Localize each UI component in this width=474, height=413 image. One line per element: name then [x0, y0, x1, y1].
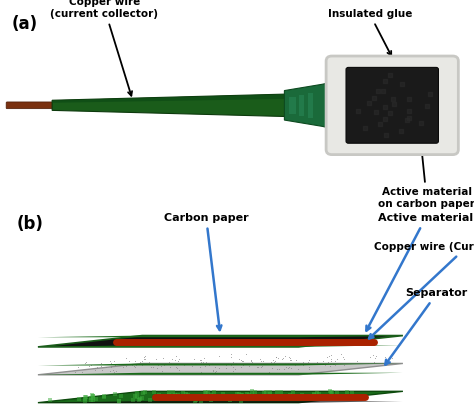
Polygon shape — [38, 345, 403, 347]
Polygon shape — [284, 82, 341, 128]
Text: (a): (a) — [12, 15, 38, 33]
Polygon shape — [38, 363, 403, 366]
Polygon shape — [38, 401, 403, 403]
Polygon shape — [38, 335, 403, 347]
Polygon shape — [38, 392, 403, 403]
FancyBboxPatch shape — [6, 102, 55, 109]
Text: Copper wire
(current collector): Copper wire (current collector) — [50, 0, 158, 96]
Text: Carbon paper: Carbon paper — [164, 213, 248, 330]
Text: (b): (b) — [17, 215, 44, 233]
Text: Active material: Active material — [366, 213, 473, 331]
Bar — [289, 97, 296, 114]
Text: Separator: Separator — [385, 288, 468, 365]
Text: Active material
on carbon paper: Active material on carbon paper — [378, 110, 474, 209]
Text: Insulated glue: Insulated glue — [328, 9, 412, 56]
Polygon shape — [38, 335, 403, 337]
FancyBboxPatch shape — [326, 56, 458, 154]
Polygon shape — [52, 93, 308, 117]
Polygon shape — [38, 373, 403, 375]
Polygon shape — [38, 363, 403, 375]
Text: Copper wire (Current collector): Copper wire (Current collector) — [369, 242, 474, 339]
Bar — [299, 95, 304, 116]
Polygon shape — [52, 93, 308, 103]
FancyBboxPatch shape — [346, 67, 438, 143]
Bar — [308, 93, 313, 118]
